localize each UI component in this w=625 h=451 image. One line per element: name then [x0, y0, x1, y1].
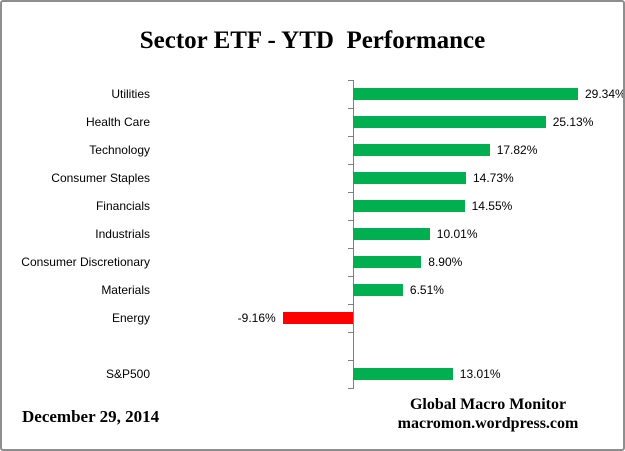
footer-date: December 29, 2014 [22, 407, 160, 426]
axis-tick [348, 248, 353, 249]
value-label-consumer-staples: 14.73% [473, 171, 514, 185]
value-label-industrials: 10.01% [436, 227, 478, 241]
value-label-financials: 14.55% [471, 199, 513, 213]
value-label-utilities: 29.34% [585, 87, 625, 101]
footer-source: Global Macro Monitor macromon.wordpress.… [358, 395, 618, 433]
bar-health-care [353, 116, 546, 128]
source-line-1: Global Macro Monitor [409, 396, 567, 413]
bar-consumer-discretionary [353, 256, 422, 268]
axis-tick [348, 192, 353, 193]
category-label-consumer-staples: Consumer Staples [51, 171, 150, 185]
axis-tick [348, 388, 353, 389]
category-label-financials: Financials [95, 199, 150, 213]
category-label-utilities: Utilities [111, 87, 150, 101]
value-label-energy: -9.16% [237, 311, 276, 325]
bar-financials [353, 200, 465, 212]
bar-energy [282, 312, 353, 324]
axis-tick [348, 360, 353, 361]
category-label-consumer-discretionary: Consumer Discretionary [21, 255, 150, 269]
axis-tick [348, 332, 353, 333]
bar-utilities [353, 88, 578, 100]
axis-tick [348, 80, 353, 81]
axis-tick [348, 108, 353, 109]
category-label-technology: Technology [89, 143, 150, 157]
value-label-s-p500: 13.01% [459, 367, 501, 381]
bar-technology [353, 144, 490, 156]
bar-materials [353, 284, 403, 296]
category-label-energy: Energy [111, 311, 150, 325]
bar-s-p500 [353, 368, 453, 380]
bar-industrials [353, 228, 430, 240]
source-line-2: macromon.wordpress.com [397, 415, 579, 432]
category-label-health-care: Health Care [85, 115, 150, 129]
value-label-technology: 17.82% [496, 143, 538, 157]
value-label-materials: 6.51% [409, 283, 444, 297]
axis-tick [348, 276, 353, 277]
category-label-materials: Materials [101, 283, 150, 297]
category-label-industrials: Industrials [95, 227, 150, 241]
chart-title: Sector ETF - YTD Performance [139, 27, 486, 54]
bar-consumer-staples [353, 172, 466, 184]
axis-tick [348, 220, 353, 221]
category-label-s-p500: S&P500 [105, 367, 150, 381]
axis-tick [348, 136, 353, 137]
value-label-health-care: 25.13% [552, 115, 594, 129]
axis-tick [348, 304, 353, 305]
axis-tick [348, 164, 353, 165]
value-label-consumer-discretionary: 8.90% [428, 255, 463, 269]
